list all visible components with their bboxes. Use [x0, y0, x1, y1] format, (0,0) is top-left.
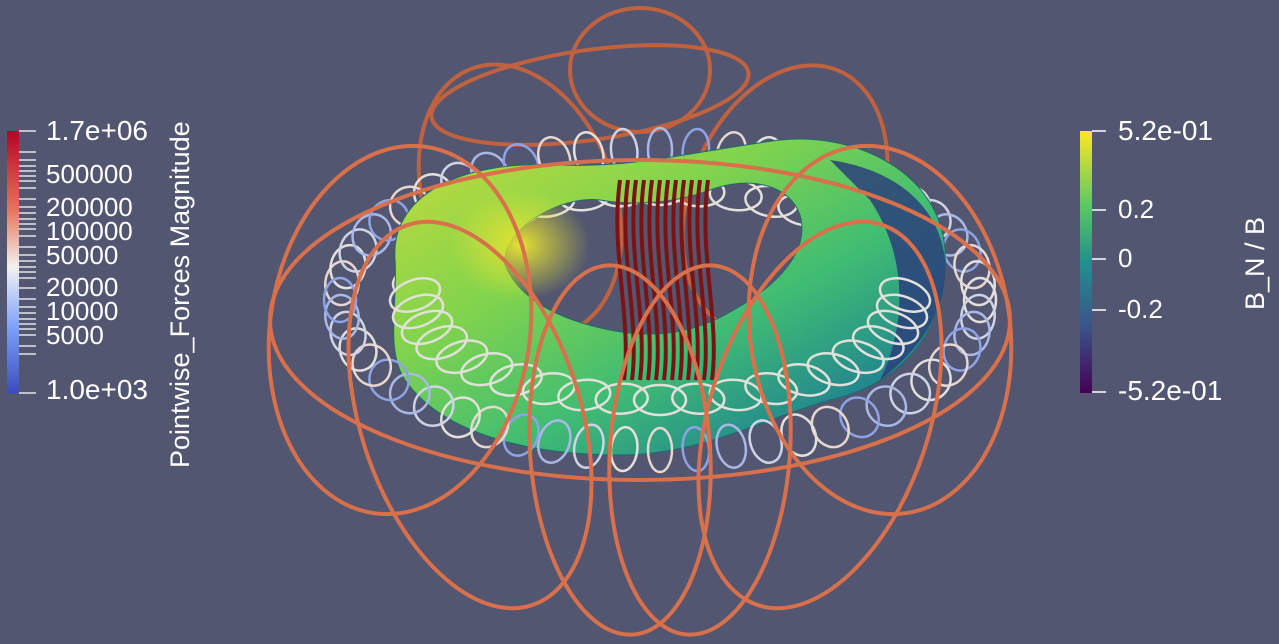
right-colorbar-tick-0.2: 0.2	[1118, 194, 1155, 224]
left-colorbar-tick-50000: 50000	[46, 240, 119, 270]
left-colorbar-title: Pointwise_Forces Magnitude	[165, 121, 195, 468]
right-colorbar	[1080, 130, 1106, 393]
right-colorbar-gradient	[1080, 131, 1092, 393]
right-colorbar-title: B_N / B	[1240, 216, 1270, 310]
left-colorbar	[7, 130, 36, 394]
tf-coils-front	[266, 143, 1014, 637]
left-colorbar-tick-5000: 5000	[46, 320, 104, 350]
left-colorbar-tick-100000: 100000	[46, 216, 133, 246]
right-colorbar-tick-0: 0	[1118, 243, 1133, 273]
right-colorbar-min-label: -5.2e-01	[1118, 375, 1223, 406]
left-colorbar-tick-200000: 200000	[46, 192, 133, 222]
left-colorbar-gradient	[7, 131, 19, 393]
left-colorbar-max-label: 1.7e+06	[46, 115, 148, 146]
inner-coils	[615, 179, 716, 381]
left-colorbar-min-label: 1.0e+03	[46, 374, 148, 405]
left-colorbar-tick-20000: 20000	[46, 272, 119, 302]
left-colorbar-tick-500000: 500000	[46, 159, 133, 189]
right-colorbar-tick-minus-0.2: -0.2	[1118, 294, 1163, 324]
left-colorbar-tick-10000: 10000	[46, 296, 119, 326]
right-colorbar-max-label: 5.2e-01	[1118, 115, 1213, 146]
left-colorbar-ticks	[19, 130, 36, 394]
